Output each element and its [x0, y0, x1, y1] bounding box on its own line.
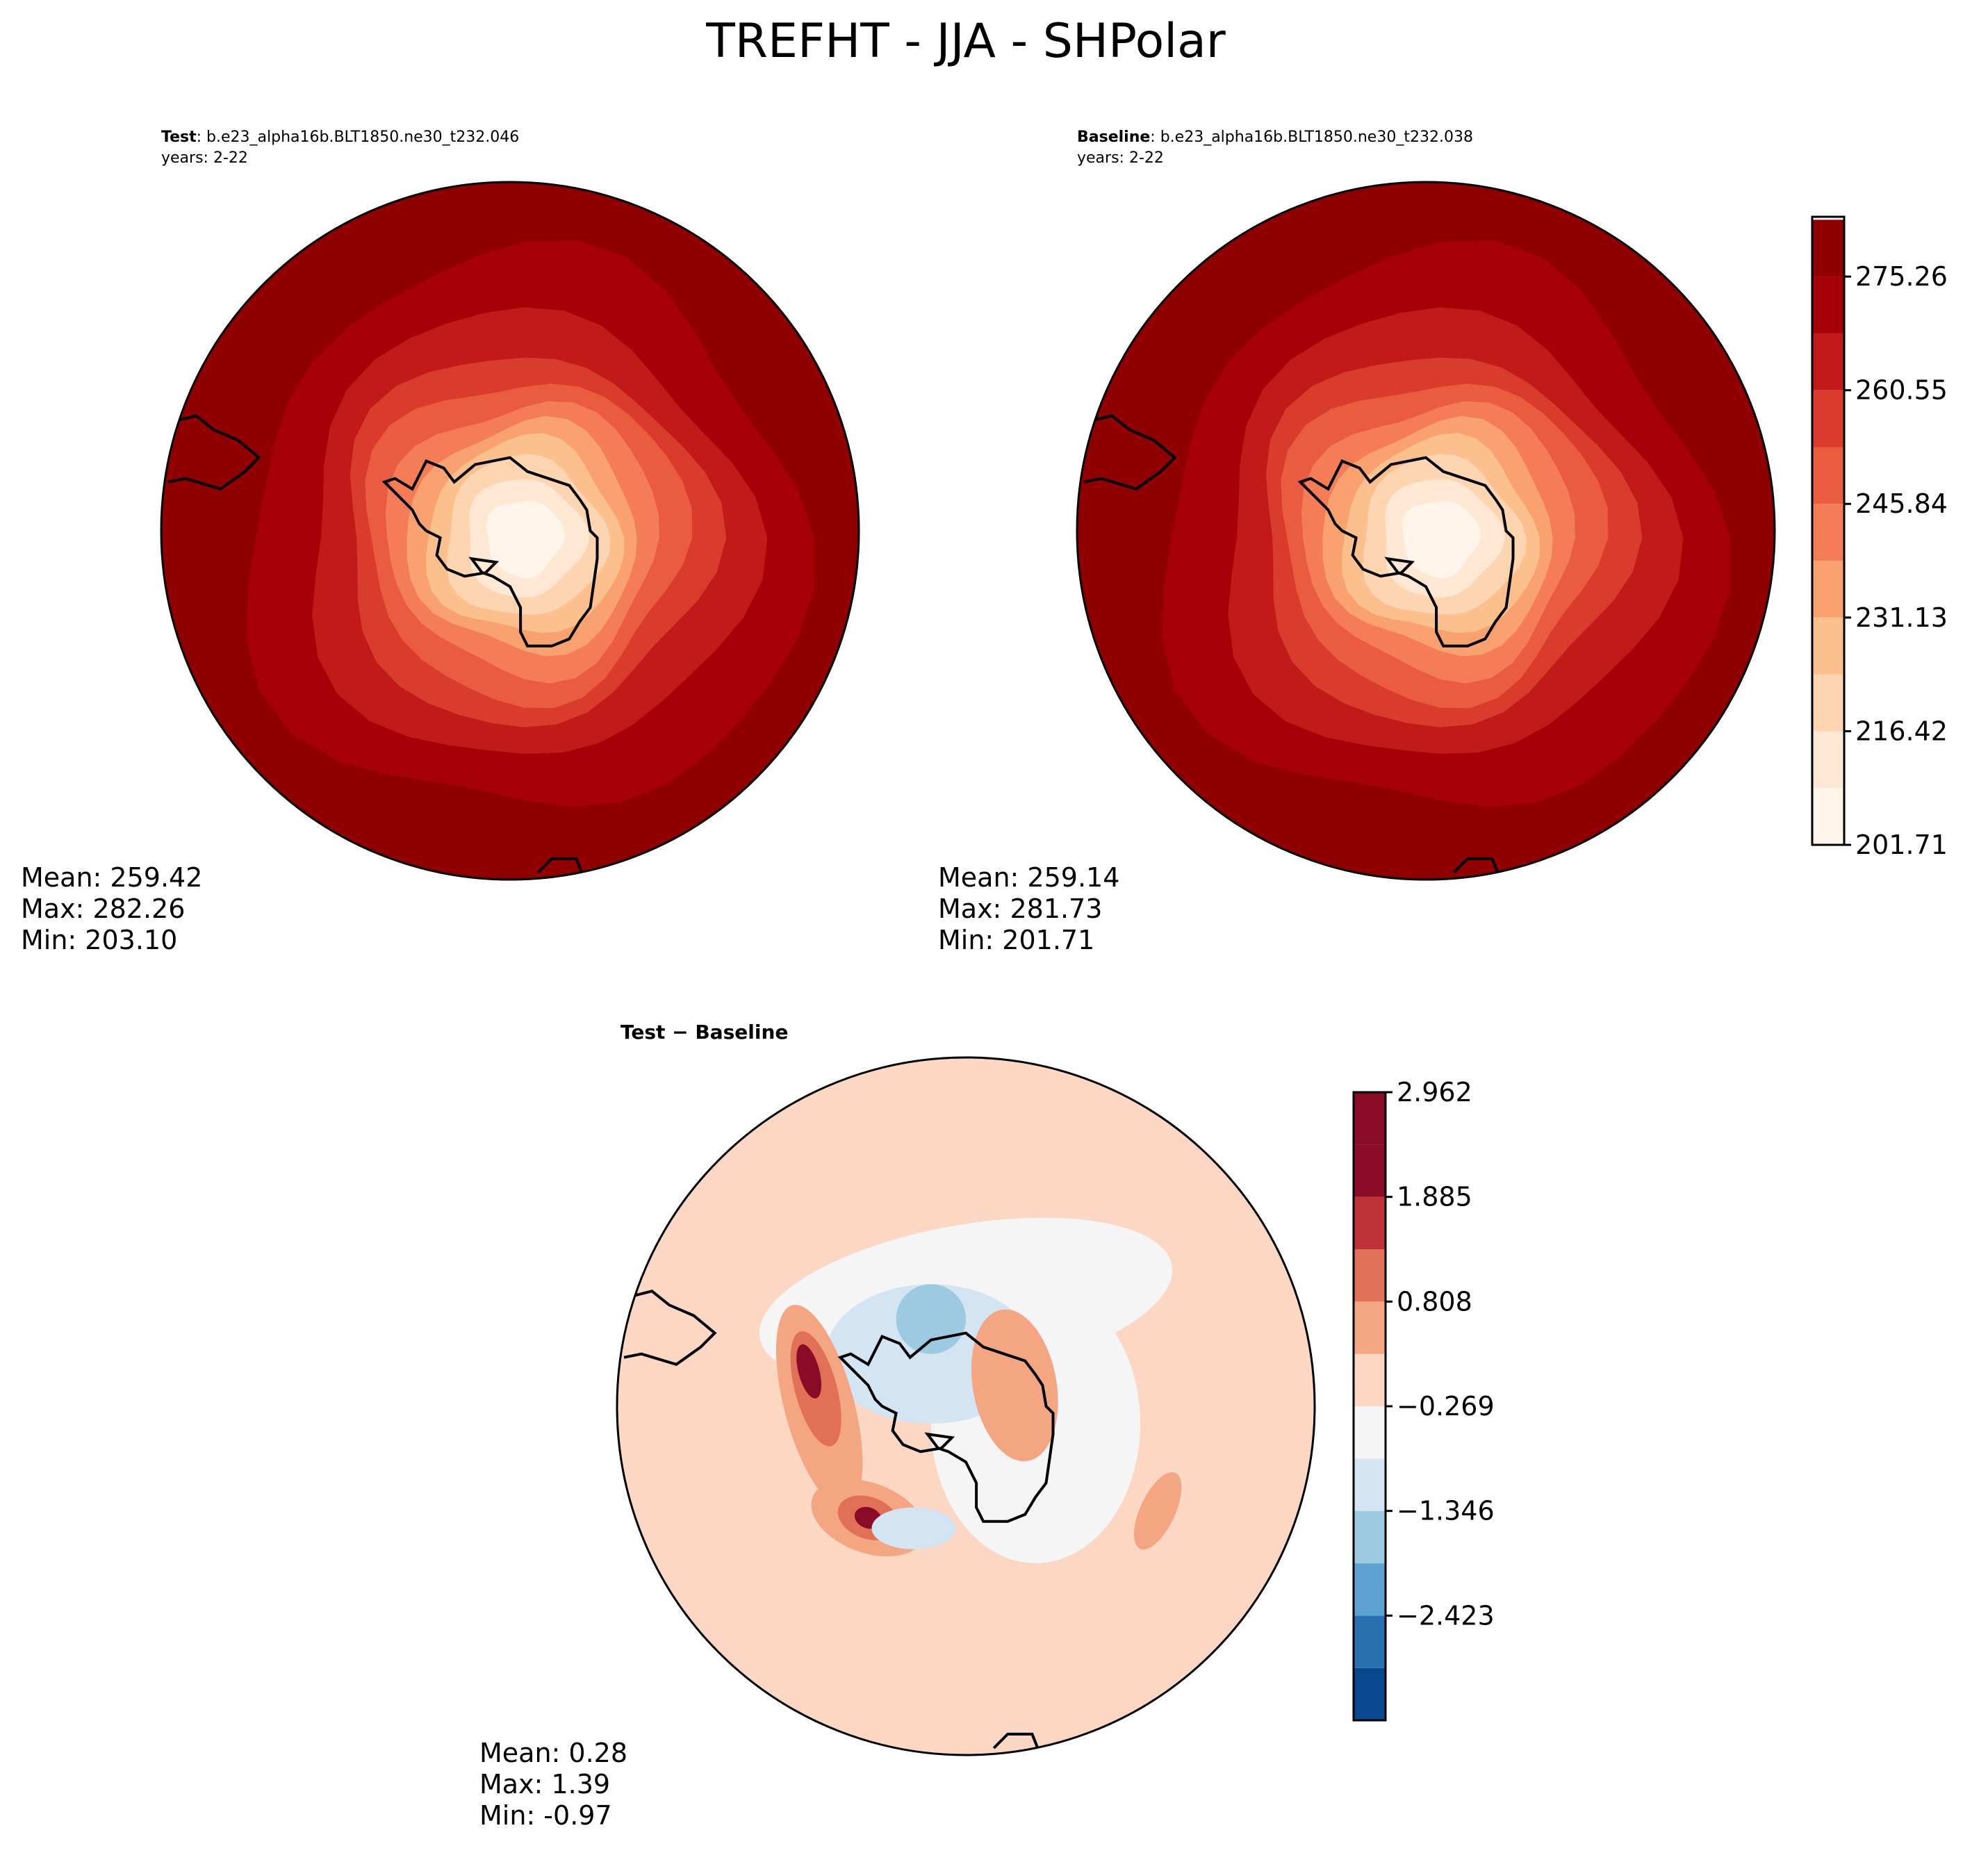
colorbar-segment — [1812, 617, 1844, 675]
field-band — [486, 501, 565, 579]
colorbar-segment — [1812, 333, 1844, 390]
diff-title: Test − Baseline — [621, 1021, 788, 1044]
figure-title: TREFHT - JJA - SHPolar — [705, 14, 1226, 69]
test-mean: Mean: 259.42 — [21, 862, 202, 893]
diff-south-america-coast — [623, 1290, 717, 1366]
colorbar-segment — [1354, 1301, 1386, 1354]
baseline-map — [1077, 182, 1775, 880]
colorbar-segment — [1354, 1615, 1386, 1668]
colorbar-segment — [1812, 731, 1844, 789]
colorbar-segment — [1812, 788, 1844, 845]
diff-colorbar: −2.423 −1.346 −0.269 0.808 1.885 2.962 — [1352, 1077, 1495, 1722]
diff-min: Min: -0.97 — [479, 1800, 612, 1831]
test-panel: Test: b.e23_alpha16b.BLT1850.ne30_t232.0… — [21, 129, 860, 955]
colorbar-tick-label: 260.55 — [1855, 375, 1948, 406]
abs-colorbar: 201.71 216.42 231.13 245.84 260.55 275.26 — [1811, 215, 1948, 860]
test-max: Max: 282.26 — [21, 893, 185, 924]
test-map-boundary — [160, 181, 860, 881]
colorbar-segment — [1354, 1458, 1386, 1511]
colorbar-segment — [1354, 1249, 1386, 1302]
colorbar-segment — [1354, 1353, 1386, 1406]
colorbar-tick-label: −2.423 — [1397, 1600, 1495, 1631]
colorbar-segment — [1354, 1144, 1386, 1197]
diff-mean: Mean: 0.28 — [479, 1738, 627, 1768]
baseline-panel: Baseline: b.e23_alpha16b.BLT1850.ne30_t2… — [938, 129, 1948, 955]
field-band — [971, 1309, 1058, 1462]
field-band — [796, 1344, 821, 1399]
colorbar-tick-label: 0.808 — [1397, 1286, 1472, 1317]
colorbar-tick-label: 245.84 — [1855, 488, 1948, 519]
colorbar-tick-label: 216.42 — [1855, 716, 1948, 746]
field-band — [896, 1284, 967, 1354]
diff-field — [617, 1057, 1315, 1755]
colorbar-tick-label: 2.962 — [1397, 1077, 1472, 1107]
test-map — [161, 182, 859, 880]
test-case: : b.e23_alpha16b.BLT1850.ne30_t232.046 — [197, 129, 520, 146]
baseline-new-zealand-coast — [1452, 857, 1501, 877]
colorbar-segment — [1354, 1406, 1386, 1459]
diff-map-boundary — [616, 1056, 1316, 1756]
colorbar-segment — [1354, 1092, 1386, 1145]
colorbar-segment — [1812, 504, 1844, 561]
test-min: Min: 203.10 — [21, 925, 177, 955]
baseline-south-america-coast — [1083, 414, 1177, 491]
test-new-zealand-coast — [536, 857, 585, 877]
baseline-panel-header: Baseline: b.e23_alpha16b.BLT1850.ne30_t2… — [1077, 129, 1473, 146]
baseline-label: Baseline — [1077, 129, 1150, 146]
test-south-america-coast — [167, 414, 261, 491]
test-panel-header: Test: b.e23_alpha16b.BLT1850.ne30_t232.0… — [161, 129, 519, 146]
colorbar-tick-label: −1.346 — [1397, 1496, 1495, 1526]
field-band — [1133, 1472, 1182, 1550]
baseline-case: : b.e23_alpha16b.BLT1850.ne30_t232.038 — [1150, 129, 1473, 146]
baseline-min: Min: 201.71 — [938, 925, 1094, 955]
diff-antarctica-coast — [837, 1331, 1055, 1523]
baseline-max: Max: 281.73 — [938, 893, 1102, 924]
colorbar-segment — [1354, 1510, 1386, 1564]
colorbar-tick-label: −0.269 — [1397, 1391, 1495, 1422]
test-label: Test — [161, 129, 197, 146]
colorbar-segment — [1812, 390, 1844, 447]
baseline-map-boundary — [1076, 181, 1776, 881]
test-field — [161, 182, 859, 880]
colorbar-segment — [1354, 1667, 1386, 1720]
colorbar-segment — [1354, 1563, 1386, 1616]
colorbar-segment — [1812, 277, 1844, 333]
field-band — [871, 1507, 955, 1549]
diff-map — [617, 1057, 1315, 1755]
colorbar-segment — [1812, 447, 1844, 504]
colorbar-tick-label: 1.885 — [1397, 1182, 1472, 1212]
colorbar-tick-label: 201.71 — [1855, 830, 1948, 860]
baseline-mean: Mean: 259.14 — [938, 862, 1119, 893]
colorbar-frame — [1811, 215, 1846, 846]
diff-new-zealand-coast — [992, 1732, 1041, 1752]
baseline-field — [1077, 182, 1775, 880]
colorbar-segment — [1354, 1196, 1386, 1250]
field-band — [1402, 501, 1481, 579]
baseline-antarctica-coast — [1297, 456, 1515, 648]
test-years: years: 2-22 — [161, 149, 248, 167]
test-antarctica-coast — [381, 456, 599, 648]
diff-max: Max: 1.39 — [479, 1769, 610, 1800]
colorbar-segment — [1812, 561, 1844, 618]
colorbar-tick-label: 275.26 — [1855, 261, 1948, 292]
baseline-years: years: 2-22 — [1077, 149, 1164, 167]
colorbar-segment — [1812, 674, 1844, 732]
colorbar-tick-label: 231.13 — [1855, 602, 1948, 633]
colorbar-segment — [1812, 220, 1844, 277]
diff-panel: Test − Baseline Mean: 0.28 Max: 1.39 Min… — [479, 1021, 1495, 1831]
